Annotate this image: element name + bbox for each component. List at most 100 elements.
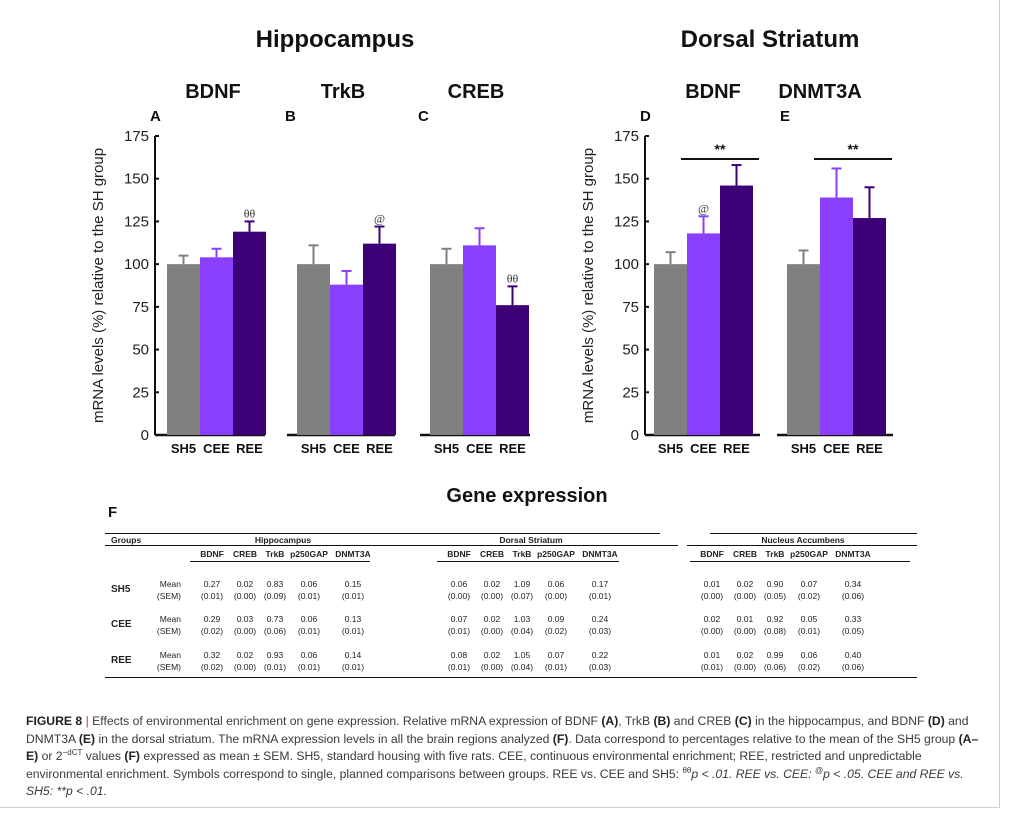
panel-letter-E: E	[780, 108, 790, 125]
sem-cell: (0.01)	[341, 591, 365, 601]
bar-cee	[200, 257, 233, 435]
caption-ref: (F)	[124, 749, 140, 764]
sem-cell: (0.08)	[763, 626, 787, 636]
sem-cell: (0.01)	[447, 662, 471, 672]
caption-superscript: −dCT	[62, 748, 83, 758]
x-tick-label: SH5	[658, 441, 683, 456]
bar-charts-figure: Hippocampus Dorsal Striatum BDNF A 0 25 50 75…	[90, 26, 893, 521]
bar-ree	[233, 231, 266, 435]
mean-cell: 0.02	[236, 579, 254, 589]
bar-sh5	[654, 264, 687, 435]
y-tick-label: 75	[132, 299, 149, 316]
bar-sh5	[430, 264, 463, 435]
mean-cell: 0.01	[703, 650, 721, 660]
gene-header: CREB	[479, 549, 505, 559]
gene-header: DNMT3A	[835, 549, 871, 559]
sem-cell: (0.01)	[297, 626, 321, 636]
panel-letter-B: B	[285, 108, 296, 125]
sem-cell: (0.00)	[447, 591, 471, 601]
mean-cell: 0.07	[800, 579, 818, 589]
group-label: CEE	[111, 619, 132, 630]
significance-symbol: @	[374, 212, 385, 226]
x-tick-label: REE	[236, 441, 263, 456]
group-label: REE	[111, 655, 132, 666]
sem-cell: (0.00)	[233, 662, 257, 672]
x-tick-label: SH5	[171, 441, 196, 456]
panel-letter-C: C	[418, 108, 429, 125]
gene-header: BDNF	[700, 549, 724, 559]
sem-cell: (0.00)	[700, 626, 724, 636]
caption-text: expressed as mean ± SEM. SH5, standard h…	[26, 749, 922, 781]
gene-header: BDNF	[200, 549, 224, 559]
y-axis-label: mRNA levels (%) relative to the SH group	[90, 148, 107, 423]
y-tick-label: 50	[622, 342, 639, 359]
caption-text: Effects of environmental enrichment on g…	[88, 714, 602, 728]
mean-cell: 0.01	[736, 614, 754, 624]
mean-cell: 0.13	[344, 614, 362, 624]
sem-cell: (0.07)	[510, 591, 534, 601]
mean-cell: 0.14	[344, 650, 362, 660]
mean-cell: 0.34	[844, 579, 862, 589]
sem-cell: (0.00)	[233, 591, 257, 601]
gene-header: BDNF	[447, 549, 471, 559]
header-bottom-rule	[690, 561, 910, 562]
y-tick-label: 175	[124, 128, 149, 145]
gene-header: CREB	[232, 549, 258, 559]
caption-text: p < .01. REE vs. CEE:	[691, 766, 815, 781]
caption-text: . Data correspond to percentages relativ…	[568, 731, 959, 746]
x-tick-label: SH5	[791, 441, 816, 456]
sem-cell: (0.01)	[341, 662, 365, 672]
gene-title-creb: CREB	[448, 81, 505, 103]
caption-ref: (F)	[552, 731, 569, 746]
x-tick-label: CEE	[466, 441, 493, 456]
sem-cell: (0.03)	[588, 626, 612, 636]
stat-label: (SEM)	[156, 662, 181, 672]
x-tick-label: REE	[856, 441, 883, 456]
caption-ref: (C)	[734, 714, 752, 728]
sem-cell: (0.04)	[510, 662, 534, 672]
group-label: SH5	[111, 584, 131, 595]
mean-cell: 0.08	[450, 650, 468, 660]
sem-cell: (0.01)	[700, 662, 724, 672]
gene-header: p250GAP	[290, 549, 328, 559]
groups-header: Groups	[111, 535, 142, 545]
bar-sh5	[787, 264, 820, 435]
bar-sh5	[167, 264, 200, 435]
gene-header: CREB	[732, 549, 758, 559]
sem-cell: (0.01)	[588, 591, 612, 601]
x-tick-label: SH5	[434, 441, 459, 456]
caption-ref: (E)	[78, 731, 96, 746]
y-tick-label: 125	[124, 213, 149, 230]
y-tick-label: 50	[132, 342, 149, 359]
bar-ree	[720, 185, 753, 435]
sem-cell: (0.09)	[263, 591, 287, 601]
mean-cell: 0.03	[236, 614, 254, 624]
x-tick-label: CEE	[333, 441, 360, 456]
sem-cell: (0.01)	[297, 591, 321, 601]
sem-cell: (0.01)	[544, 662, 568, 672]
mean-cell: 0.01	[703, 579, 721, 589]
caption-text: and DNMT3A	[26, 714, 969, 746]
x-tick-label: REE	[366, 441, 393, 456]
caption-separator: |	[85, 714, 89, 728]
sem-cell: (0.06)	[841, 662, 865, 672]
region-header: Hippocampus	[254, 535, 312, 545]
mean-cell: 0.06	[800, 650, 818, 660]
mean-cell: 0.15	[344, 579, 362, 589]
mean-cell: 0.06	[300, 614, 318, 624]
gene-title-dnmt3a: DNMT3A	[778, 81, 861, 103]
mean-cell: 0.02	[736, 579, 754, 589]
gene-header: DNMT3A	[335, 549, 371, 559]
mean-cell: 0.06	[300, 579, 318, 589]
x-tick-label: SH5	[301, 441, 326, 456]
mean-cell: 0.40	[844, 650, 862, 660]
sem-cell: (0.00)	[480, 626, 504, 636]
mean-cell: 0.02	[483, 614, 501, 624]
table-top-rule	[105, 533, 660, 534]
caption-text: p < .01.	[65, 784, 107, 799]
mean-cell: 0.09	[547, 614, 565, 624]
sem-cell: (0.00)	[733, 591, 757, 601]
region-title-hippocampus: Hippocampus	[256, 26, 415, 53]
stat-label: (SEM)	[156, 626, 181, 636]
caption-label: FIGURE 8	[26, 714, 83, 728]
